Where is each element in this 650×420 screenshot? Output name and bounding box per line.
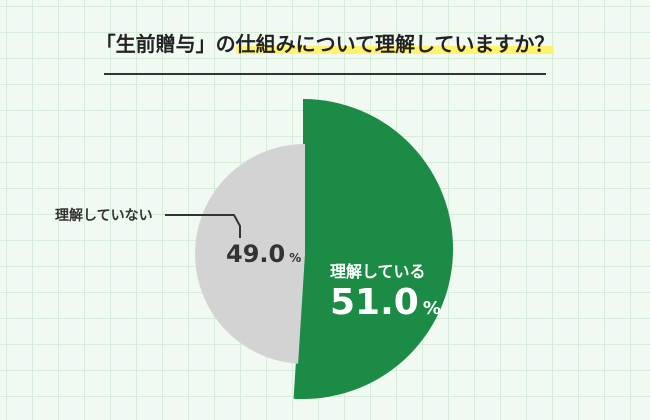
chart-title: 「生前贈与」の仕組みについて理解していますか？ — [0, 28, 650, 57]
slice-unit-not-understand: % — [289, 251, 302, 265]
slice-unit-understand: % — [422, 298, 441, 319]
chart-title-prefix: 「生前贈与」の — [95, 32, 236, 56]
chart-title-highlight: 仕組みについて理解していますか？ — [235, 32, 555, 56]
leader-line-not-understand — [165, 214, 241, 238]
title-underline — [104, 73, 546, 75]
pie-slice-understand — [293, 98, 454, 399]
slice-label-not-understand: 理解していない — [55, 208, 153, 224]
pie-slice-not-understand — [195, 144, 305, 364]
slice-value-understand: 51.0 — [330, 282, 419, 323]
slice-value-not-understand: 49.0 — [226, 240, 286, 268]
slice-label-understand: 理解している — [330, 262, 426, 281]
slice-percent-not-understand: 49.0% — [226, 240, 301, 268]
slice-percent-understand: 51.0% — [330, 282, 441, 323]
